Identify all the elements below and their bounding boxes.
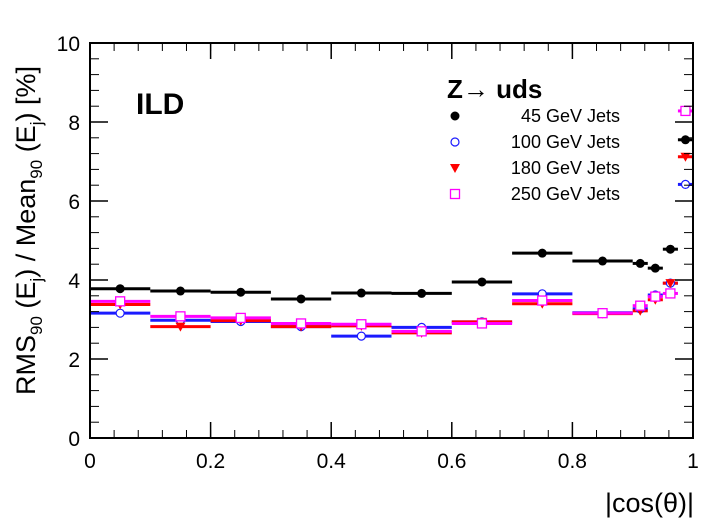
y-tick-label: 8 <box>68 112 80 135</box>
legend-marker <box>450 137 460 147</box>
y-title-sub-90b: 90 <box>27 160 46 179</box>
data-point <box>680 152 691 162</box>
data-point <box>235 312 246 324</box>
legend-header: Z→ uds <box>447 74 542 104</box>
legend-label: 250 GeV Jets <box>511 184 620 204</box>
plot-frame <box>89 42 694 439</box>
data-point <box>115 308 125 318</box>
data-point <box>295 318 307 329</box>
data-point <box>680 179 691 190</box>
x-tick-label: 0.2 <box>196 450 225 473</box>
x-axis-title: |cos(θ)| <box>605 488 694 518</box>
y-title-sub-j2: j <box>27 122 46 127</box>
data-point <box>175 311 186 322</box>
data-point <box>477 277 487 287</box>
data-point <box>115 296 126 307</box>
data-point <box>236 287 246 297</box>
y-title-sub-j1: j <box>27 278 46 283</box>
data-point <box>665 244 675 254</box>
x-tick-label: 0 <box>84 450 96 473</box>
y-title-e1: (E <box>11 282 41 317</box>
data-point <box>356 319 367 330</box>
data-point <box>665 288 676 299</box>
y-title-e2: (E <box>11 125 41 160</box>
legend-marker <box>450 164 460 173</box>
axis-ticks <box>89 42 694 439</box>
legend-marker <box>450 111 460 121</box>
data-point <box>416 326 427 337</box>
y-tick-label: 0 <box>68 428 80 451</box>
data-point <box>356 331 366 341</box>
data-point <box>417 288 427 298</box>
y-axis-title: RMS90 (Ej) / Mean90 (Ej) [%] <box>11 66 46 395</box>
markers-layer <box>115 105 691 341</box>
x-tick-label: 0.6 <box>437 450 466 473</box>
x-tick-label: 0.8 <box>558 450 587 473</box>
data-point <box>476 318 488 329</box>
data-point <box>537 295 548 306</box>
data-point <box>175 286 185 296</box>
y-title-rms: RMS <box>11 335 41 395</box>
data-point <box>665 279 676 289</box>
data-point <box>635 258 645 268</box>
y-tick-label: 4 <box>68 270 80 293</box>
data-point <box>635 300 646 311</box>
data-point <box>356 288 366 298</box>
data-point <box>537 248 547 258</box>
y-tick-label: 10 <box>57 33 80 56</box>
legend-label: 180 GeV Jets <box>511 158 620 178</box>
data-point <box>680 105 691 117</box>
data-point <box>175 322 186 332</box>
y-tick-label: 2 <box>68 349 80 372</box>
data-point <box>597 308 608 319</box>
ild-annotation: ILD <box>136 88 184 121</box>
y-title-sub-90a: 90 <box>27 316 46 335</box>
x-tick-label: 1 <box>687 450 699 473</box>
data-point <box>115 284 125 294</box>
legend-label: 100 GeV Jets <box>511 132 620 152</box>
data-point <box>680 135 690 145</box>
data-point <box>650 263 660 273</box>
y-tick-label: 6 <box>68 191 80 214</box>
legend-label: 45 GeV Jets <box>521 106 620 126</box>
data-point <box>296 294 306 304</box>
data-point <box>598 256 608 266</box>
data-point <box>650 291 661 302</box>
y-title-end: ) [%] <box>11 66 41 122</box>
y-title-mid: ) / Mean <box>11 179 41 278</box>
x-tick-label: 0.4 <box>317 450 347 473</box>
legend: 45 GeV Jets 100 GeV Jets 180 GeV Jets 250 G… <box>449 106 620 204</box>
legend-marker <box>449 188 461 200</box>
